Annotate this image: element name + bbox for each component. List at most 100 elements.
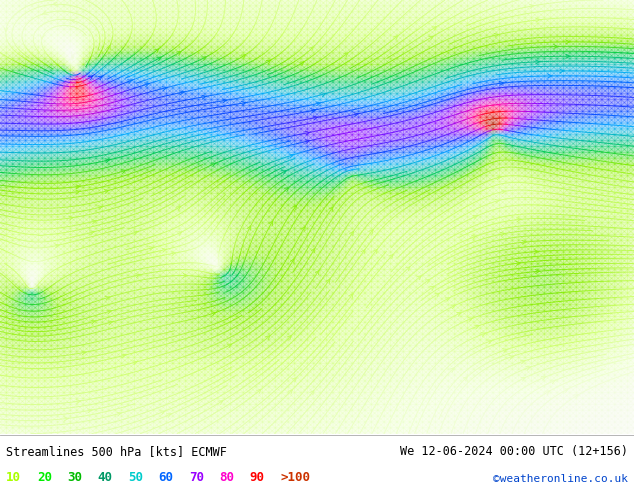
FancyArrowPatch shape	[202, 57, 206, 60]
FancyArrowPatch shape	[529, 4, 534, 8]
FancyArrowPatch shape	[121, 170, 126, 173]
FancyArrowPatch shape	[553, 45, 559, 49]
Text: 70: 70	[189, 471, 204, 484]
FancyArrowPatch shape	[545, 391, 550, 394]
FancyArrowPatch shape	[285, 188, 288, 192]
FancyArrowPatch shape	[560, 69, 564, 73]
FancyArrowPatch shape	[521, 360, 526, 364]
FancyArrowPatch shape	[535, 270, 540, 273]
FancyArrowPatch shape	[551, 380, 556, 384]
FancyArrowPatch shape	[82, 351, 86, 355]
FancyArrowPatch shape	[136, 274, 141, 277]
FancyArrowPatch shape	[266, 60, 271, 64]
FancyArrowPatch shape	[55, 244, 60, 248]
FancyArrowPatch shape	[313, 116, 318, 120]
FancyArrowPatch shape	[183, 273, 188, 277]
FancyArrowPatch shape	[287, 336, 291, 340]
FancyArrowPatch shape	[445, 298, 450, 301]
FancyArrowPatch shape	[87, 409, 93, 413]
FancyArrowPatch shape	[92, 220, 97, 223]
FancyArrowPatch shape	[526, 367, 531, 370]
FancyArrowPatch shape	[242, 101, 247, 105]
FancyArrowPatch shape	[117, 412, 122, 416]
FancyArrowPatch shape	[90, 231, 95, 235]
FancyArrowPatch shape	[564, 389, 568, 392]
FancyArrowPatch shape	[4, 27, 8, 31]
FancyArrowPatch shape	[300, 62, 304, 66]
FancyArrowPatch shape	[122, 354, 127, 358]
Text: 20: 20	[37, 471, 52, 484]
FancyArrowPatch shape	[451, 305, 455, 309]
FancyArrowPatch shape	[425, 279, 430, 283]
FancyArrowPatch shape	[311, 248, 315, 253]
FancyArrowPatch shape	[269, 221, 273, 225]
FancyArrowPatch shape	[450, 368, 454, 372]
FancyArrowPatch shape	[475, 325, 480, 329]
FancyArrowPatch shape	[456, 313, 461, 316]
FancyArrowPatch shape	[522, 241, 527, 244]
FancyArrowPatch shape	[127, 80, 133, 83]
FancyArrowPatch shape	[91, 320, 96, 324]
FancyArrowPatch shape	[266, 336, 270, 340]
FancyArrowPatch shape	[104, 190, 109, 194]
FancyArrowPatch shape	[98, 206, 103, 210]
FancyArrowPatch shape	[107, 310, 112, 314]
FancyArrowPatch shape	[211, 163, 216, 167]
FancyArrowPatch shape	[178, 232, 182, 235]
Text: 10: 10	[6, 471, 22, 484]
FancyArrowPatch shape	[548, 74, 552, 78]
FancyArrowPatch shape	[430, 286, 434, 290]
FancyArrowPatch shape	[495, 199, 500, 203]
FancyArrowPatch shape	[566, 40, 571, 44]
Text: 40: 40	[98, 471, 113, 484]
FancyArrowPatch shape	[70, 19, 75, 23]
FancyArrowPatch shape	[41, 35, 44, 39]
FancyArrowPatch shape	[311, 109, 316, 113]
FancyArrowPatch shape	[503, 349, 508, 352]
FancyArrowPatch shape	[247, 226, 250, 230]
FancyArrowPatch shape	[361, 250, 365, 254]
FancyArrowPatch shape	[468, 318, 474, 321]
FancyArrowPatch shape	[432, 27, 436, 30]
FancyArrowPatch shape	[72, 52, 75, 57]
FancyArrowPatch shape	[326, 279, 330, 283]
Text: ©weatheronline.co.uk: ©weatheronline.co.uk	[493, 474, 628, 484]
FancyArrowPatch shape	[202, 95, 207, 99]
FancyArrowPatch shape	[435, 294, 439, 297]
FancyArrowPatch shape	[42, 11, 47, 14]
FancyArrowPatch shape	[105, 159, 110, 163]
FancyArrowPatch shape	[429, 36, 433, 40]
FancyArrowPatch shape	[211, 312, 217, 316]
FancyArrowPatch shape	[75, 190, 81, 194]
FancyArrowPatch shape	[536, 60, 540, 64]
FancyArrowPatch shape	[288, 390, 292, 394]
FancyArrowPatch shape	[473, 216, 478, 219]
FancyArrowPatch shape	[162, 87, 167, 91]
FancyArrowPatch shape	[389, 254, 393, 259]
FancyArrowPatch shape	[290, 259, 294, 263]
Text: We 12-06-2024 00:00 UTC (12+156): We 12-06-2024 00:00 UTC (12+156)	[399, 445, 628, 458]
FancyArrowPatch shape	[494, 33, 499, 37]
FancyArrowPatch shape	[64, 417, 69, 421]
Text: Streamlines 500 hPa [kts] ECMWF: Streamlines 500 hPa [kts] ECMWF	[6, 445, 227, 458]
FancyArrowPatch shape	[69, 216, 74, 220]
FancyArrowPatch shape	[107, 46, 110, 50]
FancyArrowPatch shape	[472, 236, 477, 239]
FancyArrowPatch shape	[160, 411, 165, 415]
FancyArrowPatch shape	[516, 261, 521, 265]
FancyArrowPatch shape	[145, 83, 150, 87]
FancyArrowPatch shape	[133, 231, 139, 235]
Text: 60: 60	[158, 471, 174, 484]
FancyArrowPatch shape	[242, 55, 245, 58]
FancyArrowPatch shape	[105, 296, 110, 300]
FancyArrowPatch shape	[76, 400, 81, 403]
FancyArrowPatch shape	[500, 232, 505, 236]
FancyArrowPatch shape	[509, 356, 514, 359]
Text: 50: 50	[128, 471, 143, 484]
FancyArrowPatch shape	[329, 207, 333, 211]
FancyArrowPatch shape	[344, 53, 348, 57]
FancyArrowPatch shape	[566, 54, 571, 58]
FancyArrowPatch shape	[521, 377, 526, 381]
FancyArrowPatch shape	[167, 414, 172, 417]
FancyArrowPatch shape	[162, 248, 167, 252]
